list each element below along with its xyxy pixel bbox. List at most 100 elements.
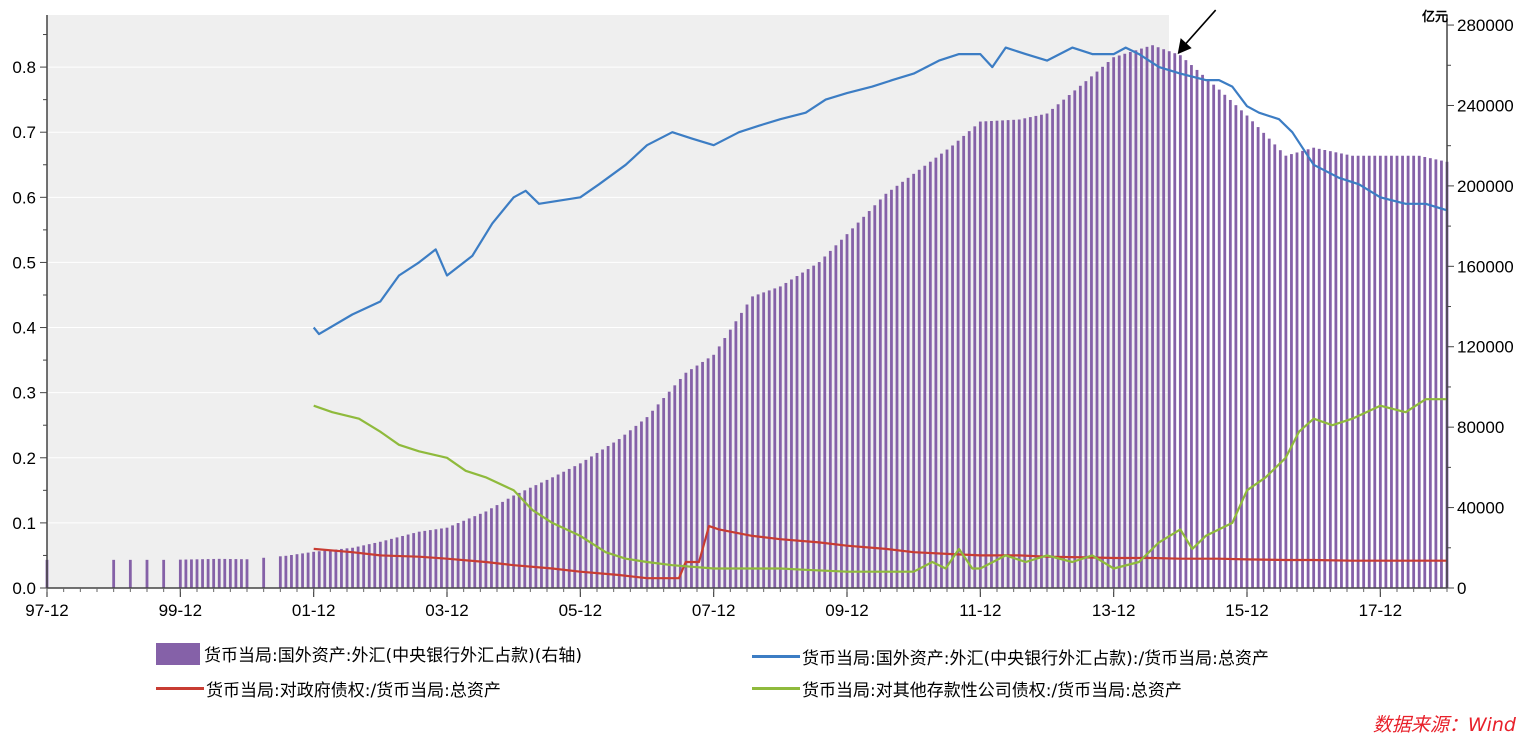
bar — [1056, 104, 1060, 589]
bar — [1262, 132, 1266, 588]
bar — [828, 250, 832, 589]
right-axis-unit: 亿元 — [1422, 10, 1449, 25]
bar — [1245, 115, 1249, 589]
bar — [1201, 74, 1204, 589]
bar — [567, 468, 571, 588]
bar — [362, 545, 366, 588]
bar — [751, 296, 754, 588]
bar — [940, 153, 943, 588]
bar — [495, 505, 499, 588]
bar — [762, 292, 766, 588]
bar — [1112, 57, 1116, 588]
axes: 0.0 0.1 0.2 0.3 0.4 0.5 0.6 0.7 0.8 0 40000 80000 12… — [12, 15, 1514, 620]
bar — [784, 282, 788, 588]
bar — [1434, 159, 1438, 588]
bar — [573, 466, 577, 588]
legend-swatch-blue — [752, 655, 800, 658]
bar — [695, 365, 699, 588]
left-tick-label: 0.1 — [12, 514, 36, 533]
bar — [790, 279, 793, 588]
bar — [1273, 144, 1277, 588]
line-series-group — [312, 46, 1448, 580]
bar — [1317, 148, 1321, 588]
bar — [973, 126, 977, 589]
bar — [623, 434, 627, 588]
right-tick-label: 80000 — [1457, 418, 1504, 437]
bar — [1312, 147, 1316, 588]
bar — [617, 439, 621, 588]
bar — [1095, 71, 1099, 588]
bar — [234, 559, 238, 588]
bar — [278, 556, 282, 588]
legend-swatch-green — [752, 687, 800, 690]
bar — [945, 149, 949, 589]
bar — [384, 540, 388, 588]
bar — [317, 551, 321, 588]
bar — [767, 290, 771, 588]
bar — [1028, 117, 1032, 588]
bar — [1090, 76, 1093, 588]
x-tick-label: 01-12 — [292, 601, 335, 620]
bar — [1001, 120, 1004, 589]
bar — [462, 520, 466, 588]
bar — [856, 222, 860, 588]
data-source-note: 数据来源：Wind — [1372, 714, 1516, 736]
bar — [878, 199, 882, 588]
bar — [1073, 90, 1077, 589]
bar — [778, 286, 782, 588]
bar — [1206, 79, 1210, 588]
legend-label-gov-ratio: 货币当局:对政府债权:/货币当局:总资产 — [206, 681, 501, 701]
legend-item-green-line: 货币当局:对其他存款性公司债权:/货币当局:总资产 — [752, 676, 1182, 701]
bar — [578, 463, 582, 588]
bar — [801, 272, 804, 588]
right-tick-label: 200000 — [1457, 177, 1514, 196]
x-tick-label: 07-12 — [692, 601, 735, 620]
bar — [1334, 152, 1338, 588]
bar — [1134, 50, 1138, 588]
bar — [923, 165, 927, 588]
arrow-shaft — [1183, 9, 1217, 47]
bar — [1373, 155, 1377, 588]
bar — [806, 269, 810, 588]
bar — [845, 234, 849, 588]
bar — [1128, 52, 1132, 588]
bar — [490, 508, 493, 588]
bar — [823, 256, 827, 588]
bar — [1234, 105, 1238, 589]
bar — [378, 541, 382, 588]
bar — [1117, 55, 1121, 588]
bar — [1306, 149, 1310, 588]
bar — [112, 559, 116, 588]
bar-series — [45, 45, 1449, 589]
right-tick-label: 240000 — [1457, 96, 1514, 115]
bar — [1040, 114, 1043, 589]
bar — [1034, 115, 1038, 588]
bar — [706, 358, 710, 588]
bar — [1378, 155, 1382, 588]
line-fx-ratio — [312, 46, 1448, 336]
bar — [728, 329, 732, 588]
bar — [906, 177, 910, 588]
bar — [1256, 127, 1260, 589]
arrow-annotation — [1177, 9, 1217, 55]
bar — [990, 120, 993, 588]
left-tick-label: 0.8 — [12, 58, 36, 77]
bar — [1390, 155, 1393, 588]
bar — [756, 294, 760, 588]
bar — [528, 487, 532, 588]
bar — [667, 391, 671, 588]
bar — [178, 559, 182, 588]
bar — [717, 346, 721, 588]
line-bank-ratio — [313, 398, 1447, 573]
x-tick-label: 13-12 — [1092, 601, 1135, 620]
bar — [551, 477, 554, 588]
bar — [890, 189, 893, 588]
bar — [356, 546, 360, 588]
bar — [1417, 155, 1421, 588]
bar — [645, 417, 649, 588]
bar — [406, 534, 410, 588]
legend-item-red-line: 货币当局:对政府债权:/货币当局:总资产 — [156, 676, 501, 701]
bar — [1423, 156, 1427, 589]
bar — [428, 530, 432, 588]
bar — [1106, 62, 1110, 589]
